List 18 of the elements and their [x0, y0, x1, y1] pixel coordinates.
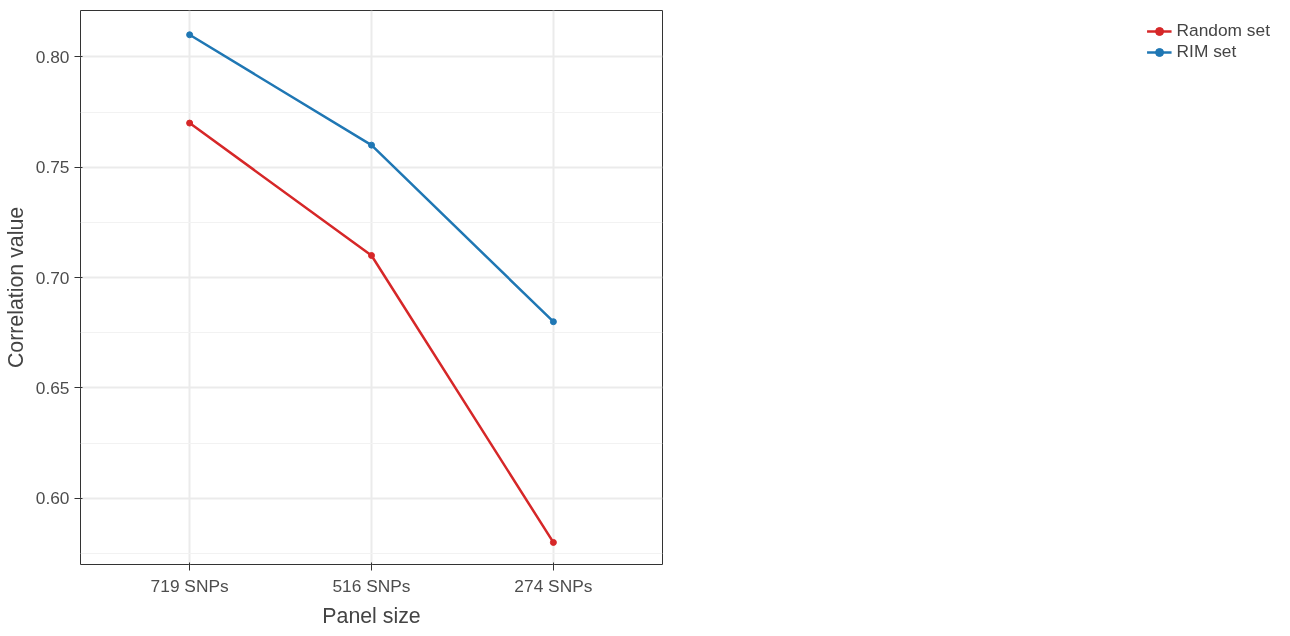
- y-tick-label: 0.75: [35, 157, 70, 178]
- x-tick-label: 516 SNPs: [332, 575, 411, 596]
- x-tick-label: 719 SNPs: [150, 575, 229, 596]
- x-axis-title: Panel size: [322, 603, 421, 628]
- x-tick-label: 274 SNPs: [514, 575, 593, 596]
- point: [186, 119, 194, 127]
- point: [549, 318, 557, 326]
- y-axis-title: Correlation value: [3, 206, 28, 369]
- y-tick-label: 0.80: [35, 46, 70, 67]
- y-tick-label: 0.65: [35, 377, 70, 398]
- y-tick-label: 0.60: [35, 488, 70, 509]
- point: [186, 31, 194, 39]
- legend-label: RIM set: [1176, 41, 1237, 62]
- point: [368, 141, 375, 149]
- y-tick-label: 0.70: [35, 267, 70, 288]
- point: [549, 538, 557, 546]
- point: [368, 252, 375, 259]
- legend-label: Random set: [1176, 20, 1270, 41]
